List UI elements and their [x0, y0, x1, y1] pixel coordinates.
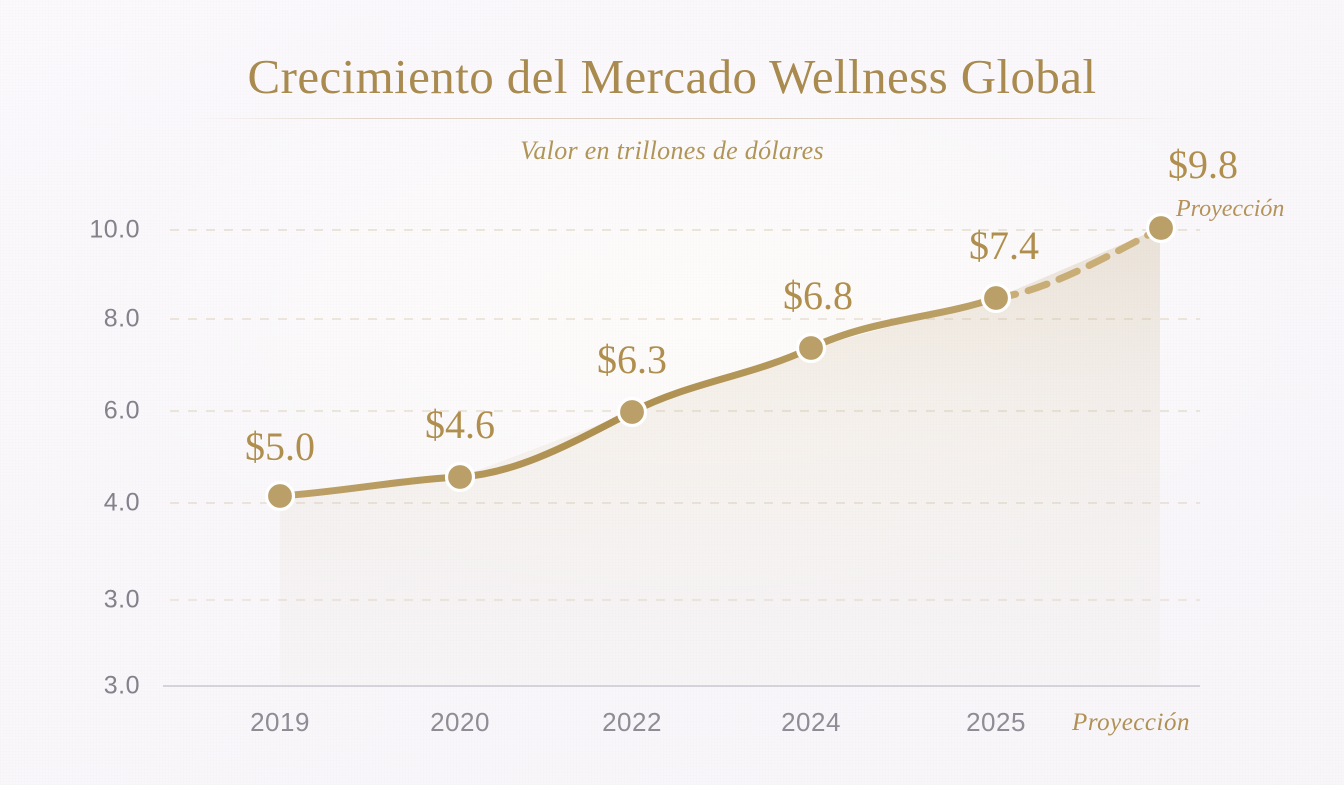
data-point-2024[interactable] [795, 332, 827, 364]
chart-subtitle: Valor en trillones de dólares [520, 136, 824, 165]
data-point-2022[interactable] [616, 396, 648, 428]
area-fill [280, 228, 1160, 686]
data-point-markers [264, 212, 1177, 512]
data-line-projection [992, 224, 1165, 302]
chart-header: Crecimiento del Mercado Wellness Global [0, 0, 1344, 105]
data-point-2019[interactable] [264, 480, 296, 512]
data-point-2025[interactable] [980, 282, 1012, 314]
title-divider-rule [190, 118, 1180, 119]
page-title: Crecimiento del Mercado Wellness Global [247, 49, 1097, 104]
data-point-proyeccion[interactable] [1145, 212, 1177, 244]
data-point-2020[interactable] [444, 461, 476, 493]
